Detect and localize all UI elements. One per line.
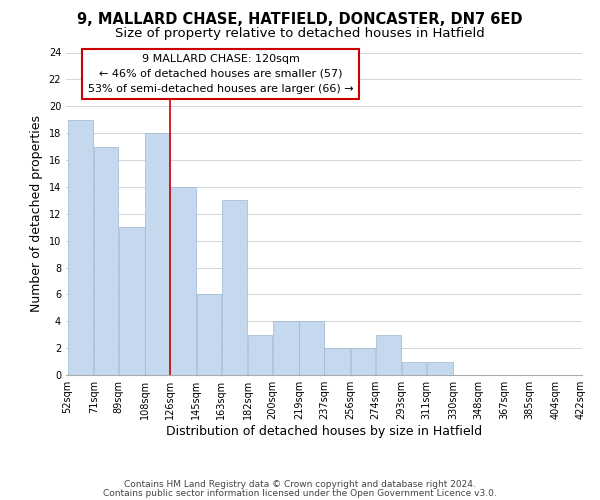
Text: 9, MALLARD CHASE, HATFIELD, DONCASTER, DN7 6ED: 9, MALLARD CHASE, HATFIELD, DONCASTER, D… [77,12,523,28]
Bar [68,120,94,375]
Bar [145,133,170,375]
Y-axis label: Number of detached properties: Number of detached properties [30,116,43,312]
Bar [197,294,221,375]
Bar [325,348,350,375]
Bar [427,362,452,375]
Bar [222,200,247,375]
Text: 9 MALLARD CHASE: 120sqm
← 46% of detached houses are smaller (57)
53% of semi-de: 9 MALLARD CHASE: 120sqm ← 46% of detache… [88,54,353,94]
Bar [170,187,196,375]
Bar [351,348,375,375]
Bar [273,322,299,375]
Bar [248,334,272,375]
Text: Size of property relative to detached houses in Hatfield: Size of property relative to detached ho… [115,28,485,40]
Text: Contains HM Land Registry data © Crown copyright and database right 2024.: Contains HM Land Registry data © Crown c… [124,480,476,489]
Bar [94,146,118,375]
Bar [376,334,401,375]
Bar [119,227,145,375]
Text: Contains public sector information licensed under the Open Government Licence v3: Contains public sector information licen… [103,488,497,498]
Bar [402,362,426,375]
X-axis label: Distribution of detached houses by size in Hatfield: Distribution of detached houses by size … [166,425,482,438]
Bar [299,322,323,375]
